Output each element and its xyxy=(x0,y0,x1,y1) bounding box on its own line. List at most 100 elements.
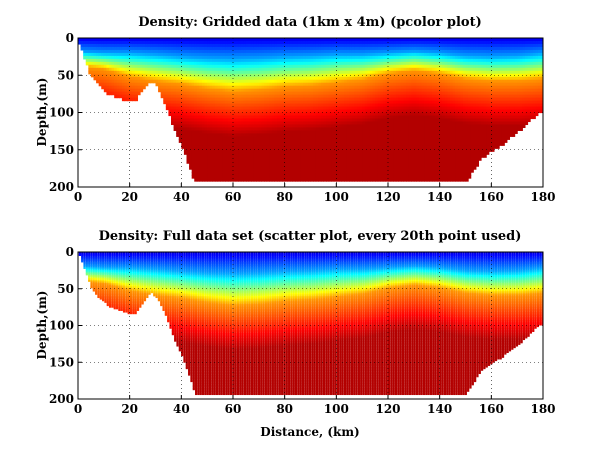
pcolor-cell xyxy=(310,38,314,42)
pcolor-cell xyxy=(323,151,327,155)
pcolor-cell xyxy=(202,142,206,146)
pcolor-cell xyxy=(137,70,141,75)
pcolor-cell xyxy=(385,38,389,42)
pcolor-cell xyxy=(168,52,172,57)
pcolor-cell xyxy=(256,91,260,96)
pcolor-cell xyxy=(338,61,343,66)
pcolor-cell xyxy=(388,145,392,149)
pcolor-cell xyxy=(388,166,392,170)
pcolor-cell xyxy=(398,58,402,63)
pcolor-cell xyxy=(245,172,250,176)
pcolor-cell xyxy=(297,166,301,170)
pcolor-cell xyxy=(400,169,405,173)
pcolor-cell xyxy=(199,130,203,134)
pcolor-cell xyxy=(165,58,170,63)
pcolor-cell xyxy=(287,142,291,146)
pcolor-cell xyxy=(266,58,270,63)
pcolor-cell xyxy=(132,85,136,90)
pcolor-cell xyxy=(375,52,379,57)
pcolor-cell xyxy=(202,73,206,78)
pcolor-cell xyxy=(300,103,304,108)
pcolor-cell xyxy=(178,100,182,105)
pcolor-cell xyxy=(351,142,356,146)
pcolor-cell xyxy=(119,55,123,60)
pcolor-cell xyxy=(307,38,312,42)
pcolor-cell xyxy=(351,61,356,66)
pcolor-cell xyxy=(256,76,260,81)
pcolor-cell xyxy=(168,64,172,69)
pcolor-cell xyxy=(240,79,244,84)
pcolor-cell xyxy=(269,73,273,78)
pcolor-cell xyxy=(217,166,221,170)
pcolor-cell xyxy=(305,139,309,143)
pcolor-cell xyxy=(372,169,376,173)
pcolor-cell xyxy=(140,73,144,78)
pcolor-cell xyxy=(137,52,141,57)
pcolor-cell xyxy=(395,178,399,182)
pcolor-cell xyxy=(230,157,234,161)
pcolor-cell xyxy=(256,118,260,123)
pcolor-cell xyxy=(313,154,317,158)
pcolor-cell xyxy=(349,88,353,93)
pcolor-cell xyxy=(300,115,304,120)
pcolor-cell xyxy=(398,67,402,72)
pcolor-cell xyxy=(147,58,151,63)
pcolor-cell xyxy=(163,76,167,81)
pcolor-cell xyxy=(326,139,330,143)
pcolor-cell xyxy=(264,70,268,75)
pcolor-cell xyxy=(214,38,219,42)
pcolor-cell xyxy=(248,97,252,102)
pcolor-cell xyxy=(276,67,281,72)
pcolor-cell xyxy=(191,94,195,99)
pcolor-cell xyxy=(289,127,294,131)
pcolor-cell xyxy=(328,88,332,93)
pcolor-cell xyxy=(310,49,314,54)
pcolor-cell xyxy=(295,124,299,128)
pcolor-cell xyxy=(225,58,229,63)
pcolor-cell xyxy=(240,76,244,81)
pcolor-cell xyxy=(276,49,281,54)
pcolor-cell xyxy=(176,43,180,48)
pcolor-cell xyxy=(271,175,275,179)
pcolor-cell xyxy=(408,91,412,96)
pcolor-cell xyxy=(385,136,389,140)
pcolor-cell xyxy=(129,97,133,102)
pcolor-cell xyxy=(196,163,201,167)
pcolor-cell xyxy=(225,85,229,90)
pcolor-cell xyxy=(289,160,294,164)
pcolor-cell xyxy=(341,130,345,134)
pcolor-cell xyxy=(240,169,244,173)
pcolor-cell xyxy=(328,97,332,102)
pcolor-cell xyxy=(393,175,397,179)
pcolor-cell xyxy=(341,106,345,111)
pcolor-cell xyxy=(158,70,162,75)
pcolor-cell xyxy=(289,151,294,155)
pcolor-cell xyxy=(80,43,84,48)
pcolor-cell xyxy=(372,85,376,90)
pcolor-cell xyxy=(354,38,358,42)
pcolor-cell xyxy=(258,169,263,173)
pcolor-cell xyxy=(328,70,332,75)
pcolor-cell xyxy=(160,73,164,78)
pcolor-cell xyxy=(189,52,193,57)
pcolor-cell xyxy=(295,178,299,182)
pcolor-cell xyxy=(375,43,379,48)
pcolor-cell xyxy=(351,100,356,105)
pcolor-cell xyxy=(395,136,399,140)
pcolor-cell xyxy=(245,103,250,108)
pcolor-cell xyxy=(287,76,291,81)
pcolor-cell xyxy=(338,46,343,51)
pcolor-cell xyxy=(227,55,232,60)
pcolor-cell xyxy=(403,166,407,170)
pcolor-cell xyxy=(124,43,128,48)
pcolor-cell xyxy=(256,52,260,57)
pcolor-cell xyxy=(344,97,348,102)
pcolor-cell xyxy=(225,166,229,170)
pcolor-cell xyxy=(103,73,108,78)
pcolor-cell xyxy=(388,118,392,123)
pcolor-cell xyxy=(93,49,97,54)
pcolor-cell xyxy=(183,100,188,105)
pcolor-cell xyxy=(367,124,371,128)
pcolor-cell xyxy=(354,52,358,57)
pcolor-cell xyxy=(158,49,162,54)
